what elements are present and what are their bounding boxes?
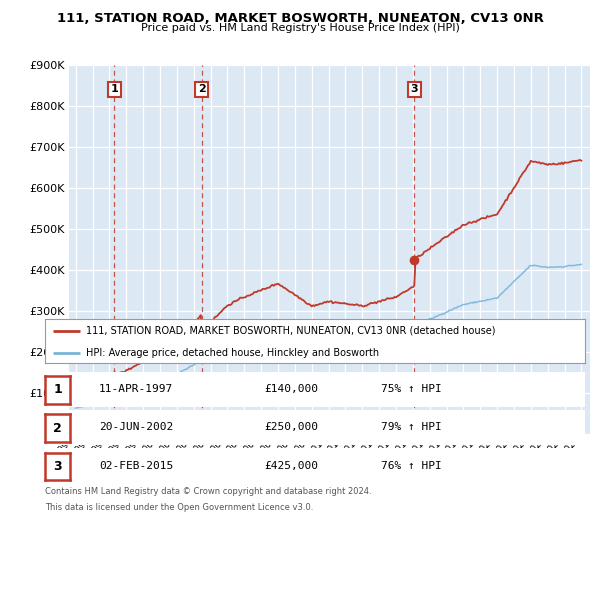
Text: £250,000: £250,000 (264, 422, 318, 432)
Text: 3: 3 (53, 460, 62, 473)
Text: This data is licensed under the Open Government Licence v3.0.: This data is licensed under the Open Gov… (45, 503, 313, 512)
Text: 75% ↑ HPI: 75% ↑ HPI (381, 384, 442, 394)
Text: 76% ↑ HPI: 76% ↑ HPI (381, 461, 442, 471)
Text: 20-JUN-2002: 20-JUN-2002 (99, 422, 173, 432)
Text: £425,000: £425,000 (264, 461, 318, 471)
Text: 111, STATION ROAD, MARKET BOSWORTH, NUNEATON, CV13 0NR: 111, STATION ROAD, MARKET BOSWORTH, NUNE… (56, 12, 544, 25)
Text: 1: 1 (110, 84, 118, 94)
Text: 2: 2 (53, 421, 62, 435)
Text: 02-FEB-2015: 02-FEB-2015 (99, 461, 173, 471)
Text: HPI: Average price, detached house, Hinckley and Bosworth: HPI: Average price, detached house, Hinc… (86, 348, 379, 358)
Text: 1: 1 (53, 383, 62, 396)
Text: Contains HM Land Registry data © Crown copyright and database right 2024.: Contains HM Land Registry data © Crown c… (45, 487, 371, 496)
Text: 111, STATION ROAD, MARKET BOSWORTH, NUNEATON, CV13 0NR (detached house): 111, STATION ROAD, MARKET BOSWORTH, NUNE… (86, 326, 495, 336)
Text: 3: 3 (410, 84, 418, 94)
Text: Price paid vs. HM Land Registry's House Price Index (HPI): Price paid vs. HM Land Registry's House … (140, 23, 460, 33)
Text: 11-APR-1997: 11-APR-1997 (99, 384, 173, 394)
Text: 79% ↑ HPI: 79% ↑ HPI (381, 422, 442, 432)
Text: £140,000: £140,000 (264, 384, 318, 394)
Text: 2: 2 (198, 84, 206, 94)
